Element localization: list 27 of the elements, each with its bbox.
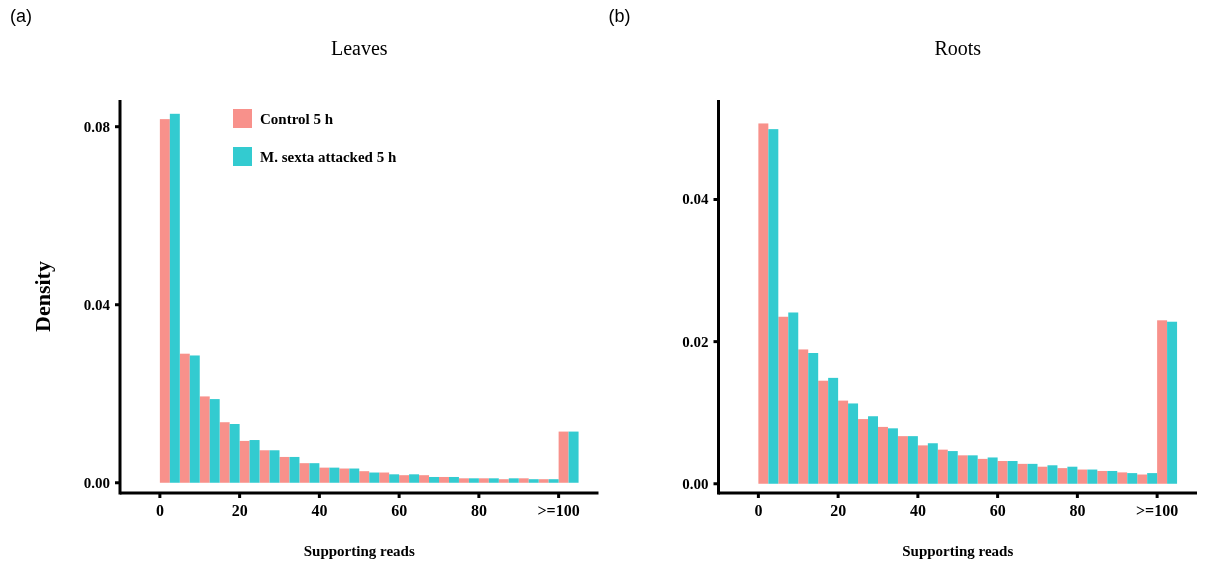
- x-tick-label: 20: [231, 502, 248, 519]
- x-axis-title: Supporting reads: [303, 543, 415, 559]
- x-tick-label: 60: [391, 502, 408, 519]
- y-tick-label: 0.08: [83, 118, 110, 135]
- x-tick-label: 0: [155, 502, 164, 519]
- y-tick-label: 0.04: [682, 191, 709, 208]
- chart-title: Leaves: [330, 37, 388, 59]
- x-axis-title: Supporting reads: [902, 543, 1014, 559]
- text: (a): [10, 6, 32, 26]
- y-tick-label: 0.00: [83, 474, 110, 491]
- x-tick-label: 40: [909, 502, 926, 519]
- x-tick-label: 40: [311, 502, 328, 519]
- x-tick-label: >=100: [537, 502, 580, 519]
- y-axis-title: Density: [30, 261, 55, 332]
- chart-title: Roots: [934, 37, 982, 59]
- text: (b): [608, 6, 631, 26]
- x-tick-label: 80: [1069, 502, 1086, 519]
- y-tick-label: 0.04: [83, 296, 111, 313]
- x-tick-label: 80: [470, 502, 487, 519]
- legend-label: Control 5 h: [260, 111, 334, 127]
- y-tick-label: 0.00: [682, 475, 709, 492]
- y-tick-label: 0.02: [682, 333, 709, 350]
- x-tick-label: 60: [989, 502, 1006, 519]
- x-tick-label: 20: [830, 502, 847, 519]
- x-tick-label: >=100: [1136, 502, 1179, 519]
- x-tick-label: 0: [754, 502, 763, 519]
- legend-label: M. sexta attacked 5 h: [260, 149, 397, 165]
